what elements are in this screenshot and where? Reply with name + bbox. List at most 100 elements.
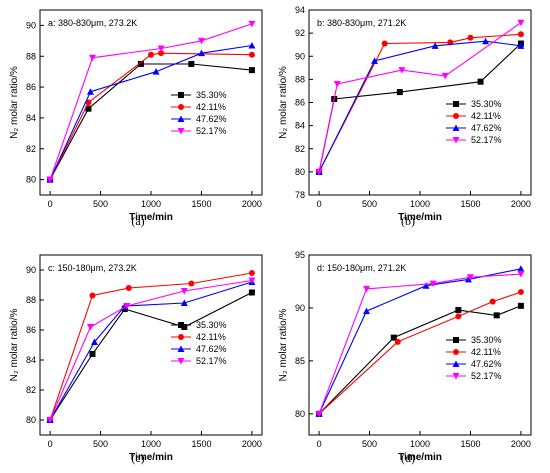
y-tick-label: 86 <box>26 325 36 335</box>
x-tick-label: 1000 <box>141 199 161 209</box>
x-tick-label: 500 <box>93 199 108 209</box>
x-tick-label: 1500 <box>191 439 211 449</box>
data-point <box>248 41 256 49</box>
data-point <box>363 285 371 293</box>
legend-entry: 47.62% <box>471 359 502 369</box>
data-point <box>517 271 525 278</box>
y-tick-label: 88 <box>295 74 305 84</box>
x-tick-label: 1000 <box>410 439 430 449</box>
plot-frame <box>39 254 263 436</box>
data-point <box>89 351 96 357</box>
y-tick-label: 82 <box>26 385 36 395</box>
y-tick-label: 82 <box>295 144 305 154</box>
data-point <box>248 289 255 296</box>
legend-entry: 47.62% <box>471 123 502 133</box>
legend-marker <box>452 373 460 380</box>
data-point <box>517 289 524 296</box>
y-axis-label: N₂ molar ratio/% <box>278 309 289 382</box>
y-tick-label: 92 <box>295 28 305 38</box>
data-point <box>517 42 525 49</box>
panel-caption: (b) <box>401 214 415 228</box>
legend-marker <box>177 115 185 122</box>
data-point <box>422 282 430 289</box>
chart-panel-b: 0 500 1000 1500 2000 78 80 82 84 86 88 90 92 94 Time/m… <box>278 5 532 228</box>
x-tick-label: 0 <box>48 439 53 449</box>
y-axis-label: N₂ molar ratio/% <box>9 66 20 139</box>
x-tick-label: 1500 <box>460 439 480 449</box>
data-point <box>85 99 92 106</box>
data-point <box>517 265 525 272</box>
data-point <box>477 78 484 85</box>
y-tick-label: 80 <box>26 415 36 425</box>
legend-marker <box>453 101 459 107</box>
legend-marker <box>177 128 185 135</box>
data-point <box>482 37 490 45</box>
data-point <box>381 40 388 47</box>
panel-annotation: d: 150-180μm, 271.2K <box>317 263 406 273</box>
legend-marker <box>178 104 184 110</box>
data-point <box>493 312 500 319</box>
data-point <box>464 275 472 283</box>
data-point <box>455 313 462 320</box>
data-point <box>152 68 160 75</box>
panel-annotation: c: 150-180μm, 273.2K <box>48 263 137 273</box>
data-point <box>517 19 525 27</box>
data-point <box>90 338 98 345</box>
y-axis-label: N₂ molar ratio/% <box>278 66 289 139</box>
x-tick-label: 0 <box>48 199 53 209</box>
legend-entry: 47.62% <box>196 344 227 354</box>
data-point <box>248 277 256 284</box>
data-point <box>86 324 94 331</box>
panel-caption: (c) <box>131 451 144 465</box>
legend-marker <box>178 334 184 340</box>
data-point <box>86 88 94 95</box>
y-tick-label: 90 <box>295 303 305 313</box>
data-point <box>181 324 188 330</box>
data-point <box>180 288 188 295</box>
x-tick-label: 1500 <box>191 199 211 209</box>
legend-entry: 52.17% <box>196 356 227 366</box>
data-point <box>390 334 397 341</box>
legend-marker <box>177 358 185 365</box>
data-point <box>157 45 165 53</box>
chart-panel-d: 0 500 1000 1500 2000 80 85 90 95 Time/min N₂ molar… <box>278 250 532 465</box>
y-tick-label: 82 <box>26 144 36 154</box>
panel-caption: (a) <box>131 214 144 228</box>
data-point <box>123 303 131 310</box>
y-tick-label: 84 <box>295 121 305 131</box>
data-point <box>396 89 403 96</box>
x-tick-label: 1000 <box>141 439 161 449</box>
data-point <box>363 307 371 315</box>
data-point <box>46 176 54 184</box>
data-point <box>248 67 255 74</box>
y-tick-label: 95 <box>295 250 305 260</box>
y-tick-label: 84 <box>26 355 36 365</box>
data-point <box>489 298 496 305</box>
x-tick-label: 500 <box>362 199 377 209</box>
x-tick-label: 500 <box>93 439 108 449</box>
x-tick-label: 500 <box>362 439 377 449</box>
panel-annotation: a: 380-830μm, 273.2K <box>48 18 137 28</box>
y-tick-label: 86 <box>26 82 36 92</box>
y-tick-label: 88 <box>26 295 36 305</box>
data-point <box>517 31 524 38</box>
legend-marker <box>453 337 459 343</box>
legend-entry: 42.11% <box>471 111 501 121</box>
x-tick-label: 2000 <box>511 439 531 449</box>
y-axis-label: N₂ molar ratio/% <box>9 309 20 382</box>
legend-marker <box>452 360 460 367</box>
legend-marker <box>452 137 460 144</box>
plot-frame <box>308 254 532 436</box>
data-point <box>158 50 165 57</box>
data-point <box>248 270 255 276</box>
x-axis-label: Time/min <box>398 452 442 463</box>
chart-panel-a: 0 500 1000 1500 2000 80 82 84 86 88 90 Time/min N₂ m… <box>9 9 263 228</box>
legend-marker <box>177 345 185 352</box>
y-tick-label: 90 <box>26 20 36 30</box>
x-tick-label: 2000 <box>511 199 531 209</box>
legend-marker <box>452 124 460 131</box>
legend-marker <box>453 113 459 119</box>
y-tick-label: 80 <box>26 175 36 185</box>
data-point <box>455 307 462 314</box>
